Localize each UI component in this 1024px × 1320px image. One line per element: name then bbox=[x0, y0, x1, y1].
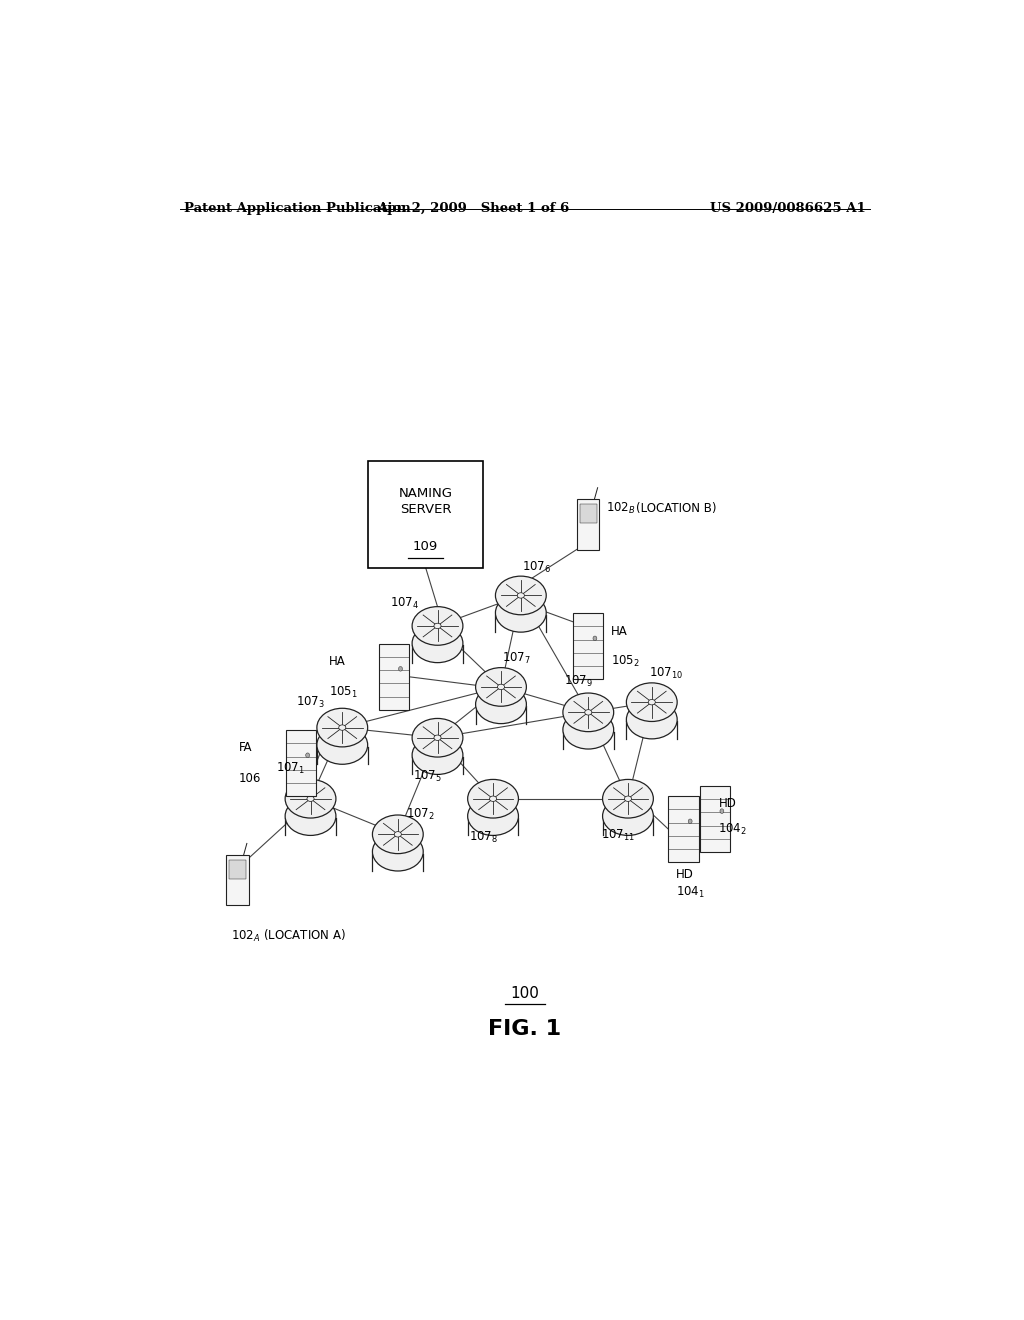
FancyBboxPatch shape bbox=[286, 730, 316, 796]
Text: HD: HD bbox=[719, 797, 736, 810]
Ellipse shape bbox=[316, 726, 368, 764]
Ellipse shape bbox=[593, 636, 597, 640]
Ellipse shape bbox=[468, 797, 518, 836]
Text: $\mathregular{107}_{8}$: $\mathregular{107}_{8}$ bbox=[469, 830, 498, 845]
Ellipse shape bbox=[468, 779, 518, 818]
Text: HA: HA bbox=[610, 624, 628, 638]
Text: 106: 106 bbox=[240, 772, 261, 785]
Ellipse shape bbox=[373, 814, 423, 854]
Ellipse shape bbox=[489, 796, 497, 801]
Text: $\mathregular{105}_1$: $\mathregular{105}_1$ bbox=[329, 685, 357, 700]
Text: $\mathregular{107}_{7}$: $\mathregular{107}_{7}$ bbox=[503, 651, 531, 667]
Ellipse shape bbox=[496, 594, 546, 632]
Ellipse shape bbox=[412, 607, 463, 645]
Text: $\mathregular{107}_{4}$: $\mathregular{107}_{4}$ bbox=[389, 597, 419, 611]
Ellipse shape bbox=[602, 797, 653, 836]
Ellipse shape bbox=[563, 710, 613, 748]
FancyBboxPatch shape bbox=[669, 796, 698, 862]
Text: $\mathregular{102}_A$ (LOCATION A): $\mathregular{102}_A$ (LOCATION A) bbox=[231, 928, 346, 944]
Ellipse shape bbox=[496, 576, 546, 615]
Ellipse shape bbox=[307, 796, 314, 801]
Text: FA: FA bbox=[240, 742, 253, 755]
FancyBboxPatch shape bbox=[573, 614, 603, 680]
Ellipse shape bbox=[498, 684, 505, 689]
Ellipse shape bbox=[585, 710, 592, 715]
FancyBboxPatch shape bbox=[229, 859, 246, 879]
FancyBboxPatch shape bbox=[226, 854, 249, 906]
Ellipse shape bbox=[339, 725, 346, 730]
Ellipse shape bbox=[517, 593, 524, 598]
Text: Patent Application Publication: Patent Application Publication bbox=[183, 202, 411, 215]
FancyBboxPatch shape bbox=[580, 504, 597, 523]
Text: 109: 109 bbox=[413, 540, 438, 553]
Ellipse shape bbox=[398, 667, 402, 671]
Ellipse shape bbox=[475, 668, 526, 706]
Text: $\mathregular{107}_{2}$: $\mathregular{107}_{2}$ bbox=[406, 807, 434, 821]
Text: 100: 100 bbox=[510, 986, 540, 1002]
Ellipse shape bbox=[412, 718, 463, 758]
Text: $\mathregular{107}_{11}$: $\mathregular{107}_{11}$ bbox=[601, 828, 636, 843]
Ellipse shape bbox=[285, 779, 336, 818]
Ellipse shape bbox=[285, 797, 336, 836]
Text: $\mathregular{104}_2$: $\mathregular{104}_2$ bbox=[719, 821, 748, 837]
FancyBboxPatch shape bbox=[368, 461, 483, 568]
Text: $\mathregular{107}_{10}$: $\mathregular{107}_{10}$ bbox=[649, 667, 683, 681]
Ellipse shape bbox=[316, 709, 368, 747]
Text: $\mathregular{107}_{9}$: $\mathregular{107}_{9}$ bbox=[564, 675, 593, 689]
Text: Apr. 2, 2009   Sheet 1 of 6: Apr. 2, 2009 Sheet 1 of 6 bbox=[377, 202, 569, 215]
Text: HA: HA bbox=[329, 655, 345, 668]
Text: $\mathregular{105}_2$: $\mathregular{105}_2$ bbox=[610, 653, 640, 669]
Ellipse shape bbox=[475, 685, 526, 723]
Ellipse shape bbox=[602, 779, 653, 818]
Text: $\mathregular{107}_{3}$: $\mathregular{107}_{3}$ bbox=[296, 694, 325, 710]
Ellipse shape bbox=[627, 700, 677, 739]
Text: FIG. 1: FIG. 1 bbox=[488, 1019, 561, 1039]
Ellipse shape bbox=[563, 693, 613, 731]
FancyBboxPatch shape bbox=[578, 499, 599, 549]
Text: $\mathregular{104}_1$: $\mathregular{104}_1$ bbox=[676, 884, 705, 900]
Ellipse shape bbox=[434, 735, 441, 741]
Text: (LOCATION B): (LOCATION B) bbox=[636, 502, 717, 515]
Text: $\mathregular{107}_{5}$: $\mathregular{107}_{5}$ bbox=[414, 768, 442, 784]
Text: $\mathregular{107}_{6}$: $\mathregular{107}_{6}$ bbox=[522, 560, 551, 574]
Ellipse shape bbox=[394, 832, 401, 837]
Ellipse shape bbox=[688, 818, 692, 824]
Ellipse shape bbox=[627, 682, 677, 722]
Text: US 2009/0086625 A1: US 2009/0086625 A1 bbox=[711, 202, 866, 215]
Ellipse shape bbox=[306, 752, 309, 758]
Text: NAMING
SERVER: NAMING SERVER bbox=[398, 487, 453, 516]
Ellipse shape bbox=[625, 796, 632, 801]
Ellipse shape bbox=[373, 833, 423, 871]
Ellipse shape bbox=[720, 809, 724, 813]
FancyBboxPatch shape bbox=[700, 785, 730, 853]
Text: $\mathregular{107}_{1}$: $\mathregular{107}_{1}$ bbox=[276, 760, 305, 776]
Ellipse shape bbox=[412, 735, 463, 775]
FancyBboxPatch shape bbox=[379, 644, 409, 710]
Ellipse shape bbox=[434, 623, 441, 628]
Text: HD: HD bbox=[676, 869, 693, 882]
Ellipse shape bbox=[412, 624, 463, 663]
Ellipse shape bbox=[648, 700, 655, 705]
Text: $\mathregular{102}_B$: $\mathregular{102}_B$ bbox=[606, 500, 636, 516]
